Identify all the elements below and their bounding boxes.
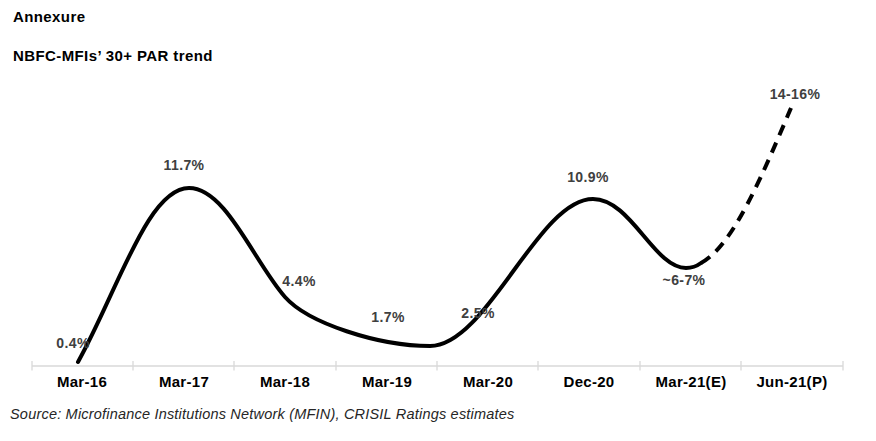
x-axis-label-mar-17: Mar-17 bbox=[129, 373, 239, 390]
x-axis-label-mar-19: Mar-19 bbox=[332, 373, 442, 390]
x-axis-label-dec-20: Dec-20 bbox=[534, 373, 644, 390]
data-label-mar-21e: ~6-7% bbox=[636, 272, 732, 288]
data-label-dec-20: 10.9% bbox=[540, 169, 636, 185]
x-axis-label-mar-21e: Mar-21(E) bbox=[636, 373, 746, 390]
data-label-jun-21p: 14-16% bbox=[747, 86, 843, 102]
report-page: Annexure NBFC-MFIs’ 30+ PAR trend 0.4% 1… bbox=[0, 0, 876, 441]
data-label-mar-17: 11.7% bbox=[136, 157, 232, 173]
data-label-mar-16: 0.4% bbox=[25, 335, 121, 351]
data-label-mar-18: 4.4% bbox=[251, 273, 347, 289]
trend-line-solid bbox=[78, 188, 701, 362]
trend-line-projection-dashed bbox=[701, 108, 791, 263]
data-label-mar-20: 2.5% bbox=[430, 305, 526, 321]
data-label-mar-19: 1.7% bbox=[340, 309, 436, 325]
x-axis-label-mar-16: Mar-16 bbox=[27, 373, 137, 390]
x-axis-label-mar-18: Mar-18 bbox=[230, 373, 340, 390]
x-axis-label-jun-21p: Jun-21(P) bbox=[737, 373, 847, 390]
source-note: Source: Microfinance Institutions Networ… bbox=[10, 406, 514, 422]
x-axis-label-mar-20: Mar-20 bbox=[433, 373, 543, 390]
